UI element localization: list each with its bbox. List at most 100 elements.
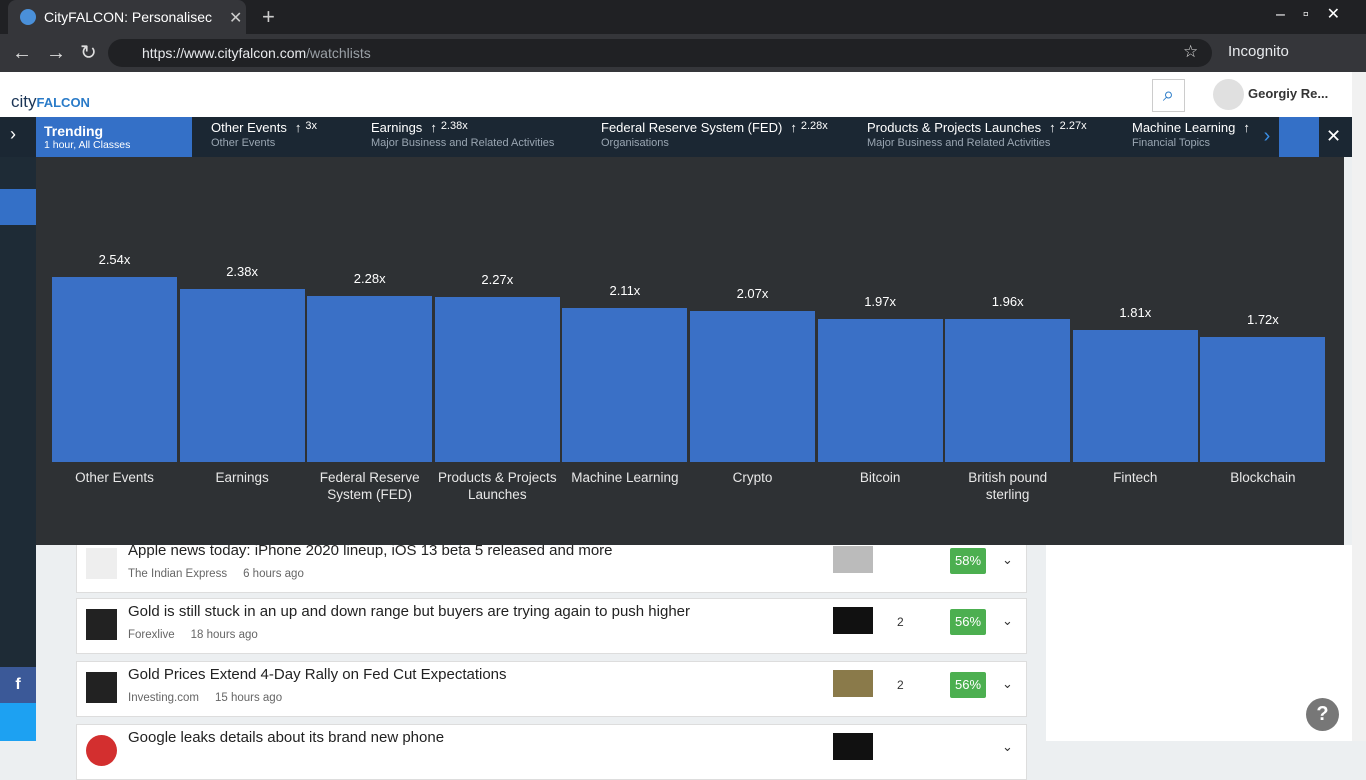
source-logo	[86, 735, 117, 766]
x-tick-label: Earnings	[215, 470, 269, 485]
news-source: Investing.com	[128, 692, 199, 704]
bar	[52, 277, 177, 462]
trending-item[interactable]: Products & Projects Launches ↑ 2.27x Major …	[867, 120, 1112, 149]
trending-item[interactable]: Machine Learning ↑ Financial Topics	[1132, 120, 1255, 149]
trend-arrow: ↑	[294, 120, 302, 135]
thumbnail	[833, 733, 873, 760]
value-label: 1.96x	[991, 294, 1024, 310]
expand-chevron[interactable]: ⌄	[1002, 739, 1013, 754]
window-controls[interactable]: –▫✕	[1276, 6, 1358, 23]
thumbnail	[833, 546, 873, 573]
favicon	[20, 9, 36, 25]
logo-falcon: FALCON	[36, 95, 90, 110]
trending-bar	[0, 117, 1352, 157]
trending-item-group: Organisations	[601, 137, 669, 149]
sentiment-score: 56%	[950, 609, 986, 635]
news-card[interactable]: Apple news today: iPhone 2020 lineup, iO…	[76, 537, 1027, 593]
nav-buttons[interactable]: ←→↻	[12, 42, 111, 64]
x-tick-label: Federal Reserve System (FED)	[319, 470, 420, 502]
x-tick-label: Crypto	[732, 470, 773, 485]
url-path: /watchlists	[306, 45, 371, 61]
trending-item-ratio: 2.38x	[440, 120, 468, 132]
news-card[interactable]: Google leaks details about its brand new…	[76, 724, 1027, 780]
x-tick-label: Bitcoin	[859, 470, 901, 485]
trending-item[interactable]: Earnings ↑ 2.38x Major Business and Related…	[371, 120, 581, 149]
expand-chevron[interactable]: ⌄	[1002, 552, 1013, 567]
value-label: 1.97x	[864, 293, 896, 309]
trending-item-group: Major Business and Related Activities	[867, 137, 1051, 149]
news-card[interactable]: Gold Prices Extend 4-Day Rally on Fed Cu…	[76, 661, 1027, 717]
sidebar: f	[0, 117, 36, 741]
trending-item-ratio: 3x	[305, 120, 317, 132]
search-button[interactable]: ⌕	[1152, 79, 1185, 112]
sentiment-score: 58%	[950, 548, 986, 574]
value-label: 2.38x	[226, 263, 258, 279]
trending-item-group: Financial Topics	[1132, 137, 1211, 149]
news-time: 6 hours ago	[243, 568, 304, 580]
trending-item-row: Earnings ↑ 2.38x	[371, 120, 581, 135]
avatar[interactable]	[1213, 79, 1244, 110]
trending-item[interactable]: Federal Reserve System (FED) ↑ 2.28x Organi…	[601, 120, 847, 149]
trend-arrow: ↑	[1049, 120, 1056, 135]
help-button[interactable]: ?	[1306, 698, 1339, 731]
trending-item-group: Major Business and Related Activities	[371, 137, 555, 149]
scroll-right[interactable]: ›	[1255, 117, 1279, 157]
news-title: Gold is still stuck in an up and down ra…	[128, 603, 691, 620]
facebook-button[interactable]: f	[0, 667, 36, 703]
bar	[307, 296, 433, 462]
news-time: 18 hours ago	[190, 629, 258, 641]
close-panel[interactable]: ✕	[1326, 126, 1342, 146]
x-tick-label: Machine Learning	[571, 470, 679, 485]
twitter-button[interactable]	[0, 703, 36, 741]
news-meta: Investing.com 15 hours ago	[128, 692, 282, 704]
expand-chevron[interactable]: ⌄	[1002, 613, 1013, 628]
similar-count: 2	[897, 678, 904, 692]
trending-item[interactable]: Other Events ↑ 3x Other Events	[211, 120, 351, 149]
source-logo	[86, 609, 117, 640]
chart-toggle[interactable]	[1279, 117, 1319, 157]
trending-item-row: Federal Reserve System (FED) ↑ 2.28x	[601, 120, 847, 135]
browser-tab[interactable]: CityFALCON: Personalisec	[8, 0, 246, 34]
tab-close[interactable]: ✕	[229, 10, 243, 27]
scrollbar	[1352, 72, 1366, 741]
bar	[562, 308, 688, 462]
sidebar-active[interactable]	[0, 189, 36, 225]
news-meta: Forexlive 18 hours ago	[128, 629, 258, 641]
trending-item-name: Machine Learning	[1132, 120, 1236, 135]
bar	[945, 319, 1071, 462]
thumbnail	[833, 607, 873, 634]
trending-item-name: Other Events	[211, 120, 287, 135]
news-card[interactable]: Gold is still stuck in an up and down ra…	[76, 598, 1027, 654]
trending-item-row: Products & Projects Launches ↑ 2.27x	[867, 120, 1112, 135]
news-time: 15 hours ago	[214, 692, 283, 704]
expand-arrow[interactable]: ›	[10, 124, 16, 144]
bar	[690, 311, 815, 462]
value-label: 2.07x	[736, 286, 769, 302]
news-meta: The Indian Express 6 hours ago	[128, 568, 304, 580]
trending-item-group: Other Events	[211, 137, 276, 149]
trending-title: Trending	[44, 123, 104, 139]
source-logo	[86, 548, 117, 579]
bar	[817, 318, 943, 462]
trend-arrow: ↑	[430, 120, 437, 135]
news-title: Apple news today: iPhone 2020 lineup, iO…	[128, 542, 613, 559]
bar	[1200, 336, 1326, 462]
trend-arrow: ↑	[790, 120, 797, 135]
trending-item-row: Other Events ↑ 3x	[211, 120, 351, 135]
news-title: Gold Prices Extend 4-Day Rally on Fed Cu…	[128, 666, 507, 683]
user-name[interactable]: Georgiy Re...	[1248, 86, 1329, 101]
expand-chevron[interactable]: ⌄	[1002, 676, 1013, 691]
value-label: 1.72x	[1246, 311, 1279, 327]
trending-selector[interactable]: Trending 1 hour, All Classes	[36, 117, 192, 157]
new-tab[interactable]: +	[262, 4, 275, 29]
logo[interactable]: cityFALCON	[11, 92, 90, 112]
news-source: The Indian Express	[128, 568, 228, 580]
trending-item-name: Earnings	[371, 120, 423, 135]
value-label: 1.81x	[1119, 305, 1152, 321]
trending-item-ratio: 2.27x	[1059, 120, 1087, 132]
trending-item-name: Federal Reserve System (FED)	[601, 120, 783, 135]
value-label: 2.11x	[609, 283, 641, 299]
url-field[interactable]: https://www.cityfalcon.com/watchlists	[108, 39, 1212, 67]
bookmark-star[interactable]: ☆	[1183, 42, 1199, 61]
